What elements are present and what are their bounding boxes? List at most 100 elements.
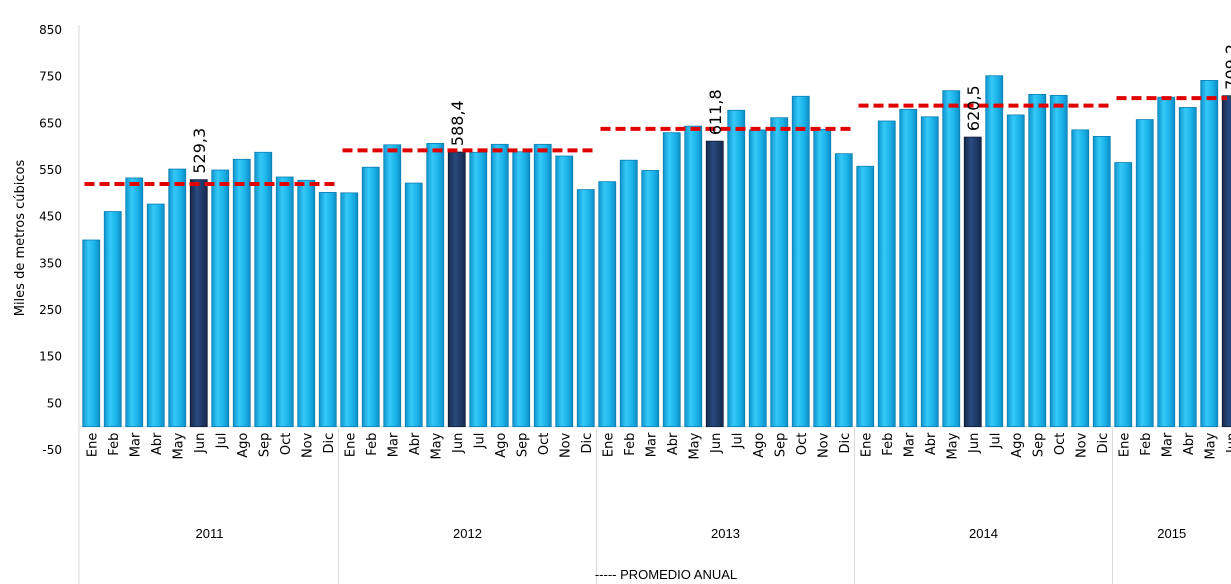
bar-2015-Jun — [1221, 95, 1231, 428]
month-label: Jul — [988, 433, 1003, 450]
bar-2011-Sep — [254, 151, 273, 428]
data-label-2015: 709,2 — [1222, 44, 1231, 90]
bar-2015-Ene — [1114, 162, 1133, 428]
month-label: Mar — [1160, 432, 1175, 457]
bar-2014-Mar — [899, 108, 918, 428]
month-label: Oct — [1053, 433, 1068, 455]
bar-2011-Jun — [189, 179, 208, 428]
year-label-2013: 2013 — [711, 526, 740, 541]
bar-2013-Ago — [748, 129, 767, 428]
bar-2011-Abr — [146, 203, 165, 428]
y-tick-label: 50 — [47, 396, 62, 410]
month-label: Dic — [322, 433, 337, 454]
bar-2015-Mar — [1157, 96, 1176, 428]
bar-2014-Jun — [963, 136, 982, 428]
y-tick-label: 650 — [39, 116, 62, 130]
month-label: Sep — [515, 433, 530, 458]
y-tick-label: 550 — [39, 163, 62, 177]
year-label-2015: 2015 — [1157, 526, 1186, 541]
month-label: Mar — [644, 432, 659, 457]
y-tick-label: 750 — [39, 70, 62, 84]
month-label: Ene — [85, 433, 100, 457]
bar-2014-Feb — [877, 120, 896, 428]
month-label: Oct — [279, 433, 294, 455]
month-label: Ene — [1117, 433, 1132, 457]
month-label: Feb — [1139, 433, 1154, 456]
bar-2013-Jun — [705, 140, 724, 428]
bar-2012-Ago — [490, 143, 509, 428]
bar-2012-Jun — [447, 151, 466, 428]
bar-2014-Abr — [920, 116, 939, 428]
month-label: Feb — [881, 433, 896, 456]
bar-2012-Sep — [512, 151, 531, 428]
month-label: Dic — [838, 433, 853, 454]
month-label: Sep — [257, 433, 272, 458]
bar-2015-Abr — [1178, 107, 1197, 428]
bar-2011-Ene — [82, 239, 101, 428]
month-label: May — [1203, 432, 1218, 459]
bar-2014-May — [942, 90, 961, 428]
month-label: Abr — [408, 432, 423, 455]
bar-2013-Jul — [727, 109, 746, 428]
month-label: Nov — [816, 432, 831, 458]
month-label: Ago — [236, 433, 251, 458]
month-label: Mar — [128, 432, 143, 457]
bar-2013-May — [684, 125, 703, 428]
month-label: Jun — [1225, 433, 1231, 454]
month-label: Dic — [580, 433, 595, 454]
year-label-2014: 2014 — [969, 526, 998, 541]
bar-2013-Mar — [641, 170, 660, 428]
y-tick-label: -50 — [42, 443, 62, 457]
month-label: Jun — [967, 433, 982, 454]
data-label-2011: 529,3 — [190, 128, 209, 174]
month-label: Feb — [365, 433, 380, 456]
month-label: Abr — [924, 432, 939, 455]
bar-2014-Sep — [1028, 94, 1047, 428]
bar-2013-Abr — [662, 132, 681, 428]
month-label: Abr — [150, 432, 165, 455]
bar-2015-May — [1200, 80, 1219, 428]
month-label: Ene — [859, 433, 874, 457]
y-tick-label: 450 — [39, 210, 62, 224]
month-label: Dic — [1096, 433, 1111, 454]
bar-2014-Oct — [1049, 94, 1068, 428]
month-label: Abr — [1182, 432, 1197, 455]
month-label: May — [171, 432, 186, 459]
month-label: Jul — [730, 433, 745, 450]
data-label-2013: 611,8 — [706, 89, 725, 135]
bar-2012-Oct — [533, 143, 552, 428]
bar-2011-May — [168, 168, 187, 428]
bar-2014-Ene — [856, 165, 875, 428]
month-label: Mar — [902, 432, 917, 457]
month-label: Jul — [214, 433, 229, 450]
month-label: May — [687, 432, 702, 459]
month-label: Ene — [343, 433, 358, 457]
month-label: Mar — [386, 432, 401, 457]
bar-2014-Dic — [1092, 135, 1111, 428]
legend-average-label: ----- PROMEDIO ANUAL — [595, 567, 737, 582]
month-label: Jul — [472, 433, 487, 450]
month-label: Nov — [300, 432, 315, 458]
month-label: Ene — [601, 433, 616, 457]
month-label: May — [945, 432, 960, 459]
legend: ----- PROMEDIO ANUAL — [595, 567, 737, 582]
y-axis-title: Miles de metros cúbicos — [13, 160, 28, 317]
y-tick-label: 850 — [39, 23, 62, 37]
month-label: Jun — [451, 433, 466, 454]
bar-2014-Jul — [985, 75, 1004, 428]
bar-2013-Feb — [619, 159, 638, 428]
bar-2013-Nov — [813, 128, 832, 428]
bar-2011-Mar — [125, 177, 144, 428]
bar-2011-Oct — [275, 176, 294, 428]
year-label-2012: 2012 — [453, 526, 482, 541]
bar-2014-Nov — [1071, 129, 1090, 428]
data-label-2012: 588,4 — [448, 100, 467, 146]
bar-2013-Ene — [598, 181, 617, 428]
bar-2012-May — [426, 142, 445, 428]
month-label: Nov — [558, 432, 573, 458]
month-label: Nov — [1074, 432, 1089, 458]
bar-2012-Feb — [361, 166, 380, 428]
bar-2015-Feb — [1135, 119, 1154, 428]
bar-2013-Sep — [770, 117, 789, 428]
bar-2012-Dic — [576, 189, 595, 428]
